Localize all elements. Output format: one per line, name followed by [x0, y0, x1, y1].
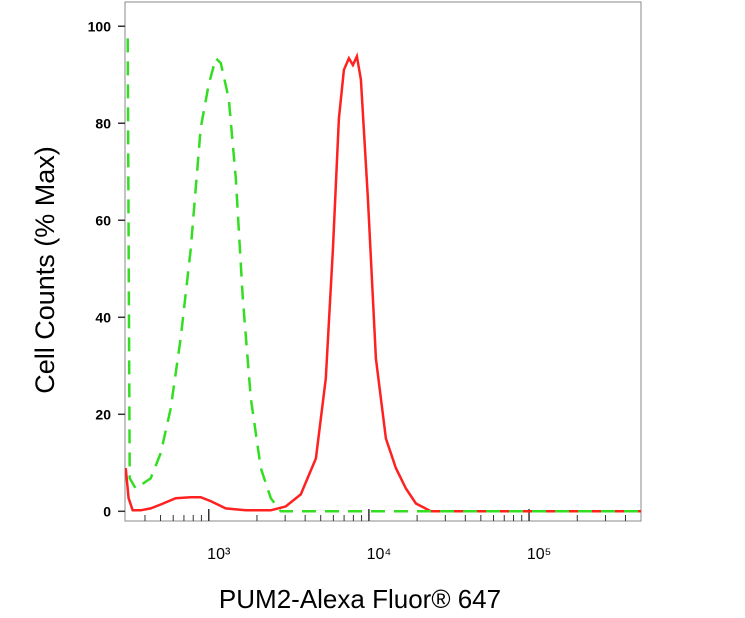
x-tick-label: 10⁵	[527, 546, 551, 563]
y-tick-label: 20	[95, 406, 111, 422]
x-tick-label: 10⁴	[367, 546, 392, 563]
y-tick-label: 60	[95, 212, 111, 228]
x-axis-label: PUM2-Alexa Fluor® 647	[219, 584, 501, 614]
y-axis-label: Cell Counts (% Max)	[30, 146, 60, 394]
histogram-line	[125, 52, 641, 513]
x-tick-label: 10³	[207, 546, 231, 563]
y-tick-label: 100	[88, 18, 112, 34]
y-tick-label: 40	[95, 309, 111, 325]
plot-frame	[124, 1, 642, 522]
y-tick-label: 0	[103, 503, 111, 519]
y-tick-label: 80	[95, 115, 111, 131]
histogram-line	[126, 38, 641, 513]
